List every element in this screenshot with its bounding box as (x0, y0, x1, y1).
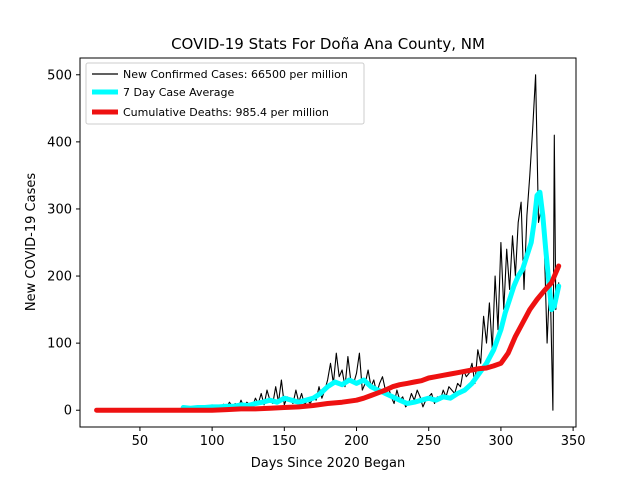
series-layer (94, 74, 562, 413)
y-tick-label: 0 (64, 404, 72, 419)
legend-box (85, 62, 365, 125)
x-axis-label: Days Since 2020 Began (251, 456, 406, 471)
x-axis-ticks: 50 100 150 200 250 300 350 (132, 427, 586, 449)
x-tick-label: 350 (561, 434, 586, 449)
y-axis-label: New COVID-19 Cases (24, 173, 39, 311)
x-tick-label: 300 (489, 434, 514, 449)
y-tick-label: 300 (47, 202, 72, 217)
y-tick-label: 400 (47, 135, 72, 150)
x-tick-label: 250 (416, 434, 441, 449)
y-tick-label: 500 (47, 68, 72, 83)
y-tick-label: 200 (47, 270, 72, 285)
legend-label-7day-average: 7 Day Case Average (123, 86, 235, 99)
y-axis-ticks: 0 100 200 300 400 500 (47, 68, 80, 419)
x-tick-label: 100 (200, 434, 225, 449)
x-tick-label: 200 (344, 434, 369, 449)
x-tick-label: 150 (272, 434, 297, 449)
legend-label-cumulative-deaths: Cumulative Deaths: 985.4 per million (123, 106, 329, 119)
series-cumulative-deaths-line (94, 263, 562, 413)
chart-title: COVID-19 Stats For Doña Ana County, NM (171, 35, 485, 53)
legend-label-new-cases: New Confirmed Cases: 66500 per million (123, 68, 348, 81)
y-tick-label: 100 (47, 337, 72, 352)
legend: New Confirmed Cases: 66500 per million 7… (85, 62, 365, 125)
series-7day-average-line (180, 189, 562, 411)
x-tick-label: 50 (132, 434, 149, 449)
plot-frame (79, 57, 577, 428)
